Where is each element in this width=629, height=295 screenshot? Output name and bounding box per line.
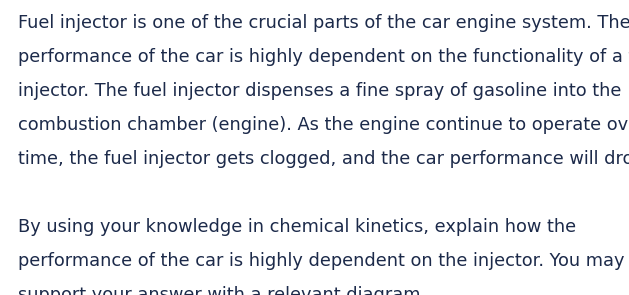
Text: injector. The fuel injector dispenses a fine spray of gasoline into the: injector. The fuel injector dispenses a … [18, 82, 621, 100]
Text: time, the fuel injector gets clogged, and the car performance will drop.: time, the fuel injector gets clogged, an… [18, 150, 629, 168]
Text: performance of the car is highly dependent on the injector. You may: performance of the car is highly depende… [18, 252, 625, 270]
Text: support your answer with a relevant diagram.: support your answer with a relevant diag… [18, 286, 426, 295]
Text: By using your knowledge in chemical kinetics, explain how the: By using your knowledge in chemical kine… [18, 218, 576, 236]
Text: Fuel injector is one of the crucial parts of the car engine system. The: Fuel injector is one of the crucial part… [18, 14, 629, 32]
Text: performance of the car is highly dependent on the functionality of a fuel: performance of the car is highly depende… [18, 48, 629, 66]
Text: combustion chamber (engine). As the engine continue to operate over: combustion chamber (engine). As the engi… [18, 116, 629, 134]
